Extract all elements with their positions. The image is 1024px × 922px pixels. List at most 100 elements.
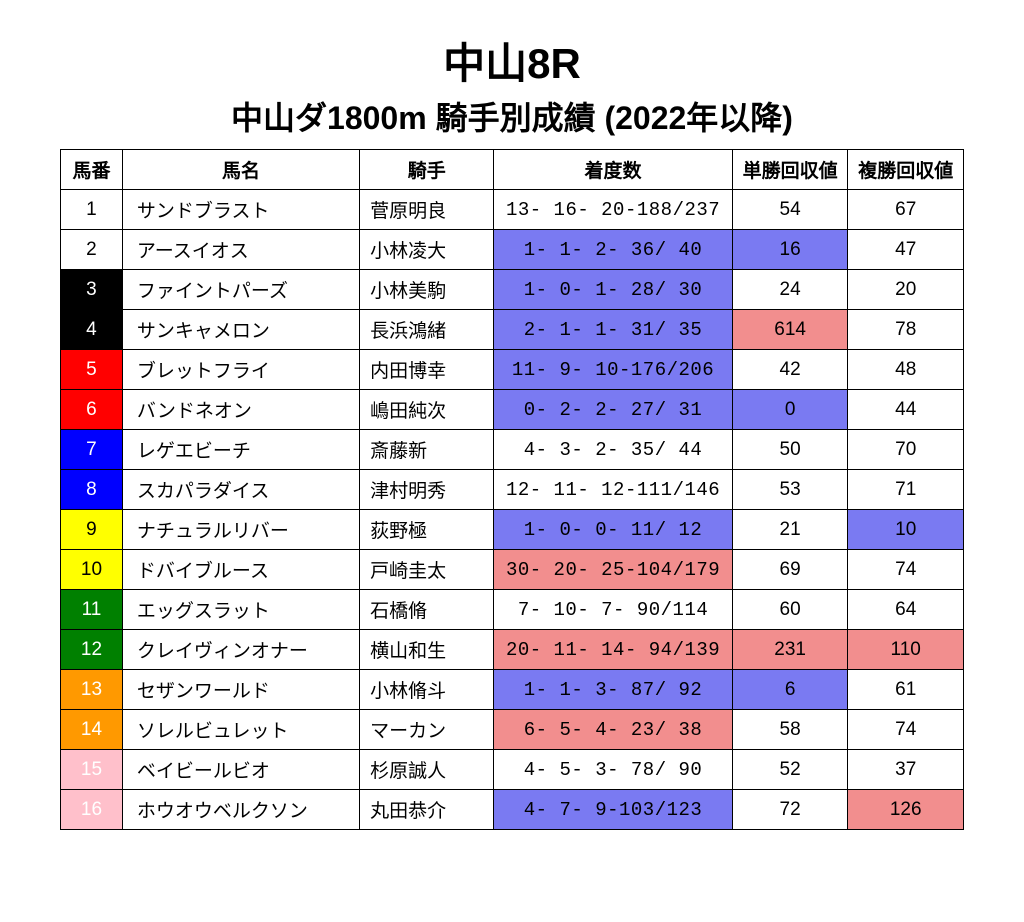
cell-name: サンキャメロン: [122, 310, 359, 350]
cell-name: サンドブラスト: [122, 190, 359, 230]
cell-name: ホウオウベルクソン: [122, 790, 359, 830]
cell-jockey: 小林美駒: [360, 270, 494, 310]
cell-jockey: 斎藤新: [360, 430, 494, 470]
cell-record: 12- 11- 12-111/146: [494, 470, 733, 510]
cell-name: ブレットフライ: [122, 350, 359, 390]
col-num: 馬番: [61, 150, 123, 190]
cell-jockey: 横山和生: [360, 630, 494, 670]
cell-win: 54: [732, 190, 848, 230]
cell-place: 37: [848, 750, 964, 790]
cell-name: ナチュラルリバー: [122, 510, 359, 550]
table-row: 2アースイオス小林凌大 1- 1- 2- 36/ 401647: [61, 230, 964, 270]
cell-win: 50: [732, 430, 848, 470]
cell-name: バンドネオン: [122, 390, 359, 430]
cell-num: 3: [61, 270, 123, 310]
cell-jockey: 杉原誠人: [360, 750, 494, 790]
cell-num: 9: [61, 510, 123, 550]
cell-record: 7- 10- 7- 90/114: [494, 590, 733, 630]
table-row: 8スカパラダイス津村明秀12- 11- 12-111/1465371: [61, 470, 964, 510]
cell-name: ベイビールビオ: [122, 750, 359, 790]
page-subtitle: 中山ダ1800m 騎手別成績 (2022年以降): [60, 93, 964, 139]
cell-name: ソレルビュレット: [122, 710, 359, 750]
col-name: 馬名: [122, 150, 359, 190]
cell-num: 12: [61, 630, 123, 670]
cell-name: クレイヴィンオナー: [122, 630, 359, 670]
cell-num: 15: [61, 750, 123, 790]
table-row: 7レゲエビーチ斎藤新 4- 3- 2- 35/ 445070: [61, 430, 964, 470]
cell-place: 44: [848, 390, 964, 430]
cell-jockey: 嶋田純次: [360, 390, 494, 430]
cell-name: ファイントパーズ: [122, 270, 359, 310]
cell-num: 7: [61, 430, 123, 470]
cell-win: 69: [732, 550, 848, 590]
table-row: 12クレイヴィンオナー横山和生20- 11- 14- 94/139231110: [61, 630, 964, 670]
cell-jockey: 丸田恭介: [360, 790, 494, 830]
cell-place: 70: [848, 430, 964, 470]
cell-place: 20: [848, 270, 964, 310]
cell-win: 16: [732, 230, 848, 270]
cell-place: 48: [848, 350, 964, 390]
cell-jockey: 戸崎圭太: [360, 550, 494, 590]
cell-jockey: 津村明秀: [360, 470, 494, 510]
cell-record: 0- 2- 2- 27/ 31: [494, 390, 733, 430]
cell-num: 10: [61, 550, 123, 590]
cell-win: 231: [732, 630, 848, 670]
table-row: 14ソレルビュレットマーカン 6- 5- 4- 23/ 385874: [61, 710, 964, 750]
cell-place: 74: [848, 710, 964, 750]
cell-jockey: 小林脩斗: [360, 670, 494, 710]
cell-place: 74: [848, 550, 964, 590]
cell-name: レゲエビーチ: [122, 430, 359, 470]
cell-win: 0: [732, 390, 848, 430]
cell-jockey: 内田博幸: [360, 350, 494, 390]
cell-num: 14: [61, 710, 123, 750]
cell-record: 1- 1- 2- 36/ 40: [494, 230, 733, 270]
cell-num: 6: [61, 390, 123, 430]
cell-record: 4- 7- 9-103/123: [494, 790, 733, 830]
cell-win: 42: [732, 350, 848, 390]
col-record: 着度数: [494, 150, 733, 190]
cell-record: 4- 5- 3- 78/ 90: [494, 750, 733, 790]
table-row: 4サンキャメロン長浜鴻緒 2- 1- 1- 31/ 3561478: [61, 310, 964, 350]
cell-num: 13: [61, 670, 123, 710]
cell-record: 30- 20- 25-104/179: [494, 550, 733, 590]
cell-win: 24: [732, 270, 848, 310]
table-row: 3ファイントパーズ小林美駒 1- 0- 1- 28/ 302420: [61, 270, 964, 310]
cell-name: アースイオス: [122, 230, 359, 270]
table-row: 11エッグスラット石橋脩 7- 10- 7- 90/1146064: [61, 590, 964, 630]
cell-record: 13- 16- 20-188/237: [494, 190, 733, 230]
cell-jockey: 荻野極: [360, 510, 494, 550]
cell-num: 1: [61, 190, 123, 230]
cell-place: 64: [848, 590, 964, 630]
cell-record: 1- 1- 3- 87/ 92: [494, 670, 733, 710]
cell-jockey: 長浜鴻緒: [360, 310, 494, 350]
cell-record: 1- 0- 1- 28/ 30: [494, 270, 733, 310]
cell-win: 72: [732, 790, 848, 830]
cell-num: 2: [61, 230, 123, 270]
cell-win: 21: [732, 510, 848, 550]
cell-win: 53: [732, 470, 848, 510]
table-row: 13セザンワールド小林脩斗 1- 1- 3- 87/ 92661: [61, 670, 964, 710]
table-header-row: 馬番 馬名 騎手 着度数 単勝回収値 複勝回収値: [61, 150, 964, 190]
cell-win: 60: [732, 590, 848, 630]
cell-place: 110: [848, 630, 964, 670]
page-title: 中山8R: [60, 30, 964, 91]
cell-name: ドバイブルース: [122, 550, 359, 590]
cell-win: 614: [732, 310, 848, 350]
cell-place: 126: [848, 790, 964, 830]
cell-place: 47: [848, 230, 964, 270]
col-place: 複勝回収値: [848, 150, 964, 190]
table-row: 10ドバイブルース戸崎圭太30- 20- 25-104/1796974: [61, 550, 964, 590]
cell-num: 16: [61, 790, 123, 830]
cell-place: 10: [848, 510, 964, 550]
cell-name: スカパラダイス: [122, 470, 359, 510]
cell-num: 5: [61, 350, 123, 390]
cell-jockey: 菅原明良: [360, 190, 494, 230]
table-row: 15ベイビールビオ杉原誠人 4- 5- 3- 78/ 905237: [61, 750, 964, 790]
cell-place: 67: [848, 190, 964, 230]
cell-win: 58: [732, 710, 848, 750]
cell-record: 6- 5- 4- 23/ 38: [494, 710, 733, 750]
table-row: 1サンドブラスト菅原明良13- 16- 20-188/2375467: [61, 190, 964, 230]
cell-name: セザンワールド: [122, 670, 359, 710]
cell-jockey: マーカン: [360, 710, 494, 750]
cell-win: 6: [732, 670, 848, 710]
